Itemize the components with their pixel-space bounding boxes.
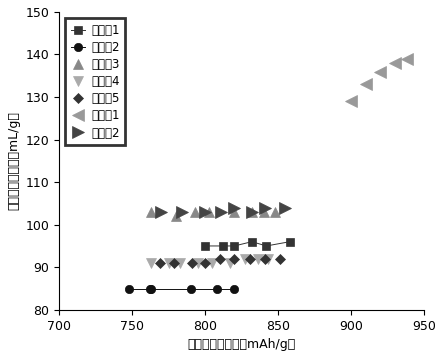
Y-axis label: 累计气体产生量（mL/g）: 累计气体产生量（mL/g） <box>7 111 20 210</box>
实施例4 <box>148 261 154 265</box>
比较例1 <box>404 57 409 61</box>
实施例4 <box>242 257 247 261</box>
Line: 实施例4: 实施例4 <box>146 254 273 268</box>
Line: 比较例1: 比较例1 <box>346 53 412 107</box>
实施例5 <box>277 257 282 261</box>
实施例4 <box>166 261 171 265</box>
实施例3 <box>249 210 254 214</box>
X-axis label: 累计不可逆容量（mAh/g）: 累计不可逆容量（mAh/g） <box>187 338 296 351</box>
Line: 实施例5: 实施例5 <box>156 255 283 266</box>
实施例5 <box>248 257 253 261</box>
实施例5 <box>217 257 222 261</box>
实施例5 <box>172 261 177 265</box>
实施例4 <box>178 261 183 265</box>
实施例2 <box>214 286 219 291</box>
实施例1 <box>287 240 292 244</box>
实施例3 <box>173 214 179 218</box>
实施例3 <box>261 210 266 214</box>
实施例5 <box>157 261 163 265</box>
比较例1 <box>392 61 397 65</box>
实施例2 <box>148 286 154 291</box>
Legend: 实施例1, 实施例2, 实施例3, 实施例4, 实施例5, 比较例1, 比较例2: 实施例1, 实施例2, 实施例3, 实施例4, 实施例5, 比较例1, 比较例2 <box>65 18 125 145</box>
Line: 实施例1: 实施例1 <box>201 238 294 250</box>
实施例1 <box>220 244 225 248</box>
实施例4 <box>265 257 271 261</box>
比较例1 <box>349 99 354 103</box>
实施例5 <box>232 257 237 261</box>
实施例2 <box>147 286 152 291</box>
实施例4 <box>195 261 201 265</box>
Line: 实施例2: 实施例2 <box>125 284 238 293</box>
实施例3 <box>207 210 212 214</box>
实施例3 <box>272 210 278 214</box>
实施例1 <box>232 244 237 248</box>
实施例3 <box>232 210 237 214</box>
实施例5 <box>202 261 208 265</box>
实施例1 <box>264 244 269 248</box>
实施例2 <box>127 286 132 291</box>
比较例1 <box>363 82 369 86</box>
Line: 比较例2: 比较例2 <box>156 202 291 217</box>
实施例3 <box>148 210 154 214</box>
实施例5 <box>189 261 194 265</box>
比较例2 <box>202 210 208 214</box>
比较例2 <box>262 205 268 210</box>
实施例4 <box>227 261 233 265</box>
实施例4 <box>210 261 215 265</box>
实施例3 <box>192 210 198 214</box>
比较例2 <box>283 205 288 210</box>
实施例1 <box>249 240 254 244</box>
Line: 实施例3: 实施例3 <box>146 207 280 221</box>
比较例2 <box>249 210 254 214</box>
比较例2 <box>159 210 164 214</box>
实施例1 <box>202 244 208 248</box>
实施例5 <box>262 257 268 261</box>
比较例1 <box>378 69 383 74</box>
比较例2 <box>218 210 224 214</box>
实施例4 <box>255 257 260 261</box>
实施例2 <box>188 286 193 291</box>
比较例2 <box>179 210 184 214</box>
实施例2 <box>232 286 237 291</box>
比较例2 <box>232 205 237 210</box>
